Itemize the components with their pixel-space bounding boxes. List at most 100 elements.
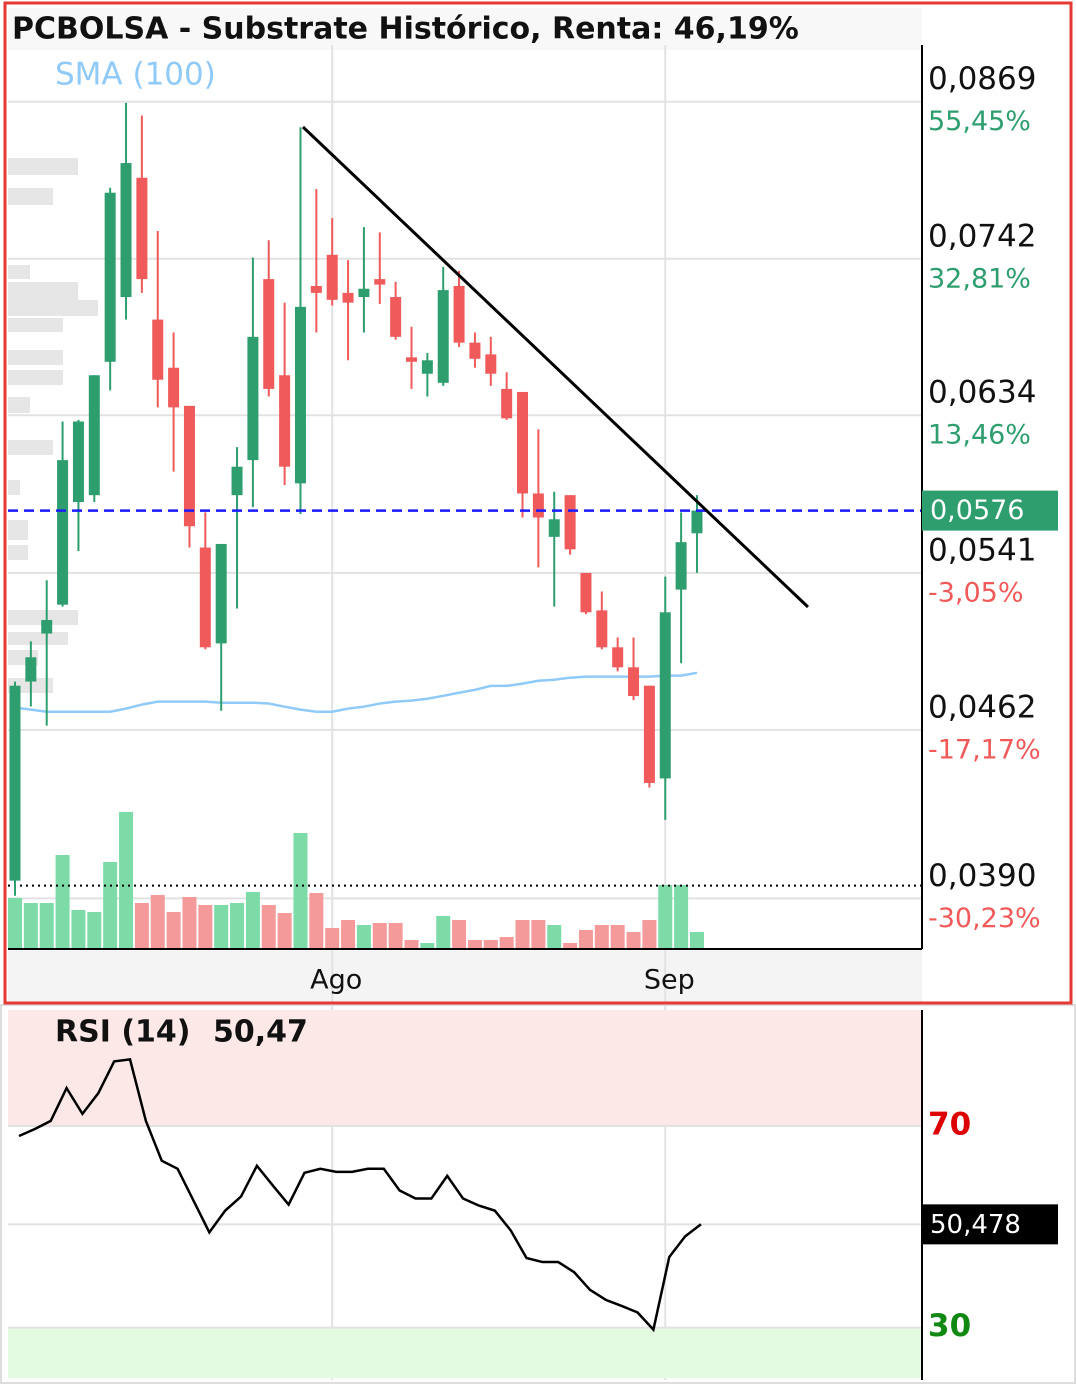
volume-bar [483,940,498,948]
candle-body [390,297,402,337]
y-tick-label: 0,0462 [928,689,1036,725]
volume-bar [182,897,197,948]
candle-body [532,493,544,518]
candle-body [485,354,497,374]
volume-bar [404,940,419,948]
volume-bar [166,912,181,948]
profile-bar [8,397,30,413]
candle-body [437,290,449,383]
y-tick-label: 0,0390 [928,858,1036,894]
volume-bar [245,892,260,948]
volume-bar [547,925,562,948]
rsi-line [18,1058,702,1333]
candle-body [279,375,291,467]
volume-bar [119,812,134,948]
candle-body [41,619,53,634]
volume-bar [293,833,308,948]
volume-bar [642,920,657,948]
candle-body [294,306,306,484]
volume-bar [309,893,324,948]
candle-body [263,279,275,389]
volume-bar [325,928,340,948]
volume-bar [420,943,435,948]
candle-body [152,319,164,380]
candle-body [501,388,513,419]
rsi-frame [0,1004,1076,1384]
volume-bar [55,855,70,948]
volume-bar [134,903,149,948]
candle-body [596,610,608,648]
y-tick-label: 0,0541 [928,532,1036,568]
profile-bar [8,265,30,279]
y-change-label: 32,81% [928,263,1031,294]
volume-bar [198,905,213,948]
profile-bar [8,350,63,365]
candle-body [469,342,481,359]
volume-bar [689,932,704,948]
candle-body [9,685,21,881]
volume-bar [39,903,54,948]
candle-body [612,647,624,668]
y-change-label: 55,45% [928,106,1031,137]
volume-profile [8,158,98,693]
volume-bar [626,932,641,948]
y-tick-label: 30 [928,1308,971,1344]
candle-body [57,460,69,605]
candle-body [342,292,354,303]
candle-body [358,288,370,298]
volume-bar [594,925,609,948]
grid-layer [8,45,922,1380]
last-price-box [922,490,1058,531]
y-tick-label: 70 [928,1106,971,1142]
candle-body [691,510,703,534]
x-tick-label: Sep [644,965,695,996]
volume-bar [261,905,276,948]
volume-bar [563,943,578,948]
last-value-label: 50,478 [930,1210,1021,1240]
rsi-title: RSI (14) [55,1015,190,1050]
candle-body [136,177,148,280]
candle-body [659,612,671,779]
candle-body [453,285,465,343]
volume-bar [515,920,530,948]
volume-bar [578,930,593,948]
profile-bar [8,480,20,495]
volume-bar [531,920,546,948]
volume-bar [356,925,371,948]
candle-body [88,375,100,496]
candle-body [374,279,386,285]
chart-title: PCBOLSA - Substrate Histórico, Renta: 46… [12,12,799,47]
volume-bar [674,885,689,948]
volume-bar [87,912,102,948]
volume-bar [436,916,451,948]
profile-bar [8,370,63,385]
sma-line [14,671,698,714]
volume-bar [8,898,22,948]
candle-body [580,572,592,613]
selection-frame [3,1,1073,1005]
y-change-label: -17,17% [928,734,1041,765]
x-tick-label: Ago [310,965,362,996]
candle-body [628,667,640,697]
y-change-label: -30,23% [928,903,1041,934]
volume-bar [150,895,165,948]
profile-bar [8,632,68,645]
candle-body [215,543,227,644]
volume-bar [277,913,292,948]
x-axis-band [8,950,922,1002]
volume-bar [103,862,118,948]
volume-bar [467,940,482,948]
candle-body [548,519,560,537]
candle-body [421,360,433,374]
candle-body [72,421,84,503]
profile-bar [8,282,78,300]
profile-bar [8,318,63,332]
candle-body [25,657,37,682]
profile-bar [8,520,28,540]
last-value-box [922,1204,1058,1245]
candle-body [168,367,180,408]
volume-bar [499,937,514,948]
volume-bar [23,903,38,948]
